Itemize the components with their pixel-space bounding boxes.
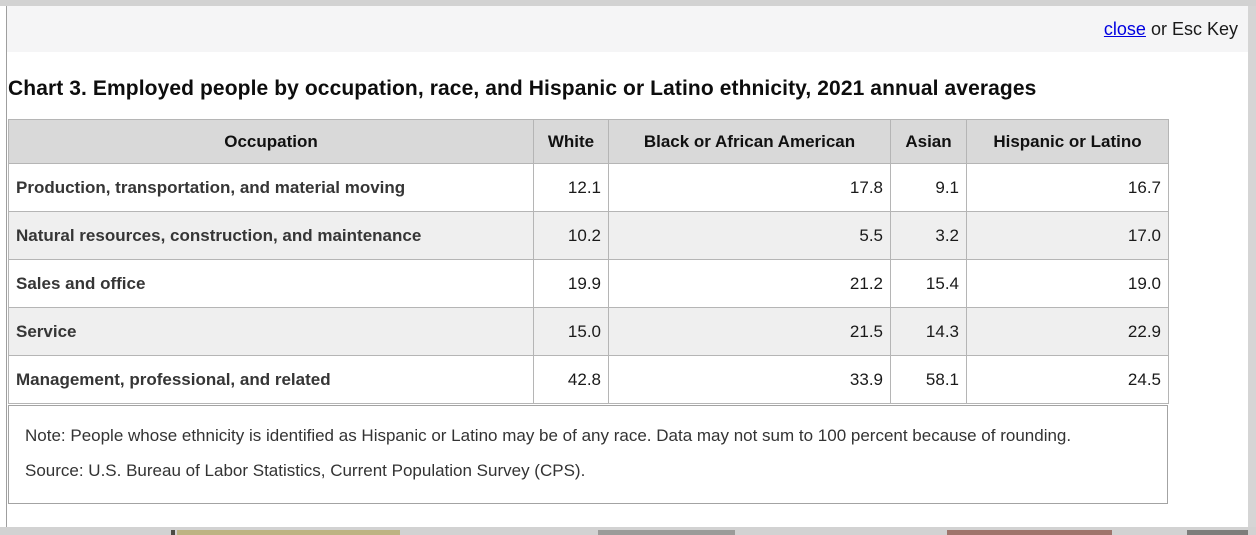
background-fragment xyxy=(947,530,1112,535)
chart-table-modal: close or Esc Key Chart 3. Employed peopl… xyxy=(7,6,1248,527)
value-cell: 15.4 xyxy=(890,259,967,308)
value-cell: 21.5 xyxy=(608,307,891,356)
occupation-cell: Natural resources, construction, and mai… xyxy=(8,211,534,260)
background-fragment xyxy=(171,530,175,535)
background-fragment xyxy=(1187,530,1248,535)
value-cell: 5.5 xyxy=(608,211,891,260)
value-cell: 9.1 xyxy=(890,163,967,212)
modal-header: close or Esc Key xyxy=(7,6,1248,52)
window-top-border xyxy=(0,0,1256,6)
table-row: Sales and office 19.9 21.2 15.4 19.0 xyxy=(8,259,1169,308)
value-cell: 17.8 xyxy=(608,163,891,212)
value-cell: 33.9 xyxy=(608,355,891,404)
occupation-data-table: Occupation White Black or African American… xyxy=(8,119,1169,404)
table-row: Management, professional, and related 42.… xyxy=(8,355,1169,404)
note-box: Note: People whose ethnicity is identifi… xyxy=(8,405,1168,504)
occupation-cell: Sales and office xyxy=(8,259,534,308)
page-title: Chart 3. Employed people by occupation, … xyxy=(8,77,1037,100)
value-cell: 19.9 xyxy=(533,259,609,308)
value-cell: 19.0 xyxy=(966,259,1169,308)
window-right-border xyxy=(1248,6,1256,535)
occupation-cell: Management, professional, and related xyxy=(8,355,534,404)
value-cell: 12.1 xyxy=(533,163,609,212)
column-header: Black or African American xyxy=(608,119,891,164)
column-header: White xyxy=(533,119,609,164)
column-header: Occupation xyxy=(8,119,534,164)
value-cell: 15.0 xyxy=(533,307,609,356)
value-cell: 17.0 xyxy=(966,211,1169,260)
background-fragment xyxy=(598,530,735,535)
value-cell: 22.9 xyxy=(966,307,1169,356)
close-esc-hint: or Esc Key xyxy=(1145,18,1238,39)
value-cell: 16.7 xyxy=(966,163,1169,212)
note-text: Note: People whose ethnicity is identifi… xyxy=(25,426,1072,445)
table-body: Production, transportation, and material… xyxy=(8,163,1169,404)
value-cell: 14.3 xyxy=(890,307,967,356)
background-fragment xyxy=(177,530,400,535)
column-header: Hispanic or Latino xyxy=(966,119,1169,164)
close-link[interactable]: close xyxy=(1103,18,1146,39)
value-cell: 21.2 xyxy=(608,259,891,308)
background-page-strip xyxy=(0,527,1256,535)
window-left-border xyxy=(6,6,7,527)
value-cell: 24.5 xyxy=(966,355,1169,404)
table-row: Service 15.0 21.5 14.3 22.9 xyxy=(8,307,1169,356)
source-text: Source: U.S. Bureau of Labor Statistics,… xyxy=(25,461,586,481)
table-header-row: Occupation White Black or African American… xyxy=(8,119,1169,164)
value-cell: 42.8 xyxy=(533,355,609,404)
value-cell: 58.1 xyxy=(890,355,967,404)
value-cell: 3.2 xyxy=(890,211,967,260)
occupation-cell: Service xyxy=(8,307,534,356)
occupation-cell: Production, transportation, and material… xyxy=(8,163,534,212)
table-row: Production, transportation, and material… xyxy=(8,163,1169,212)
table-row: Natural resources, construction, and mai… xyxy=(8,211,1169,260)
value-cell: 10.2 xyxy=(533,211,609,260)
column-header: Asian xyxy=(890,119,967,164)
